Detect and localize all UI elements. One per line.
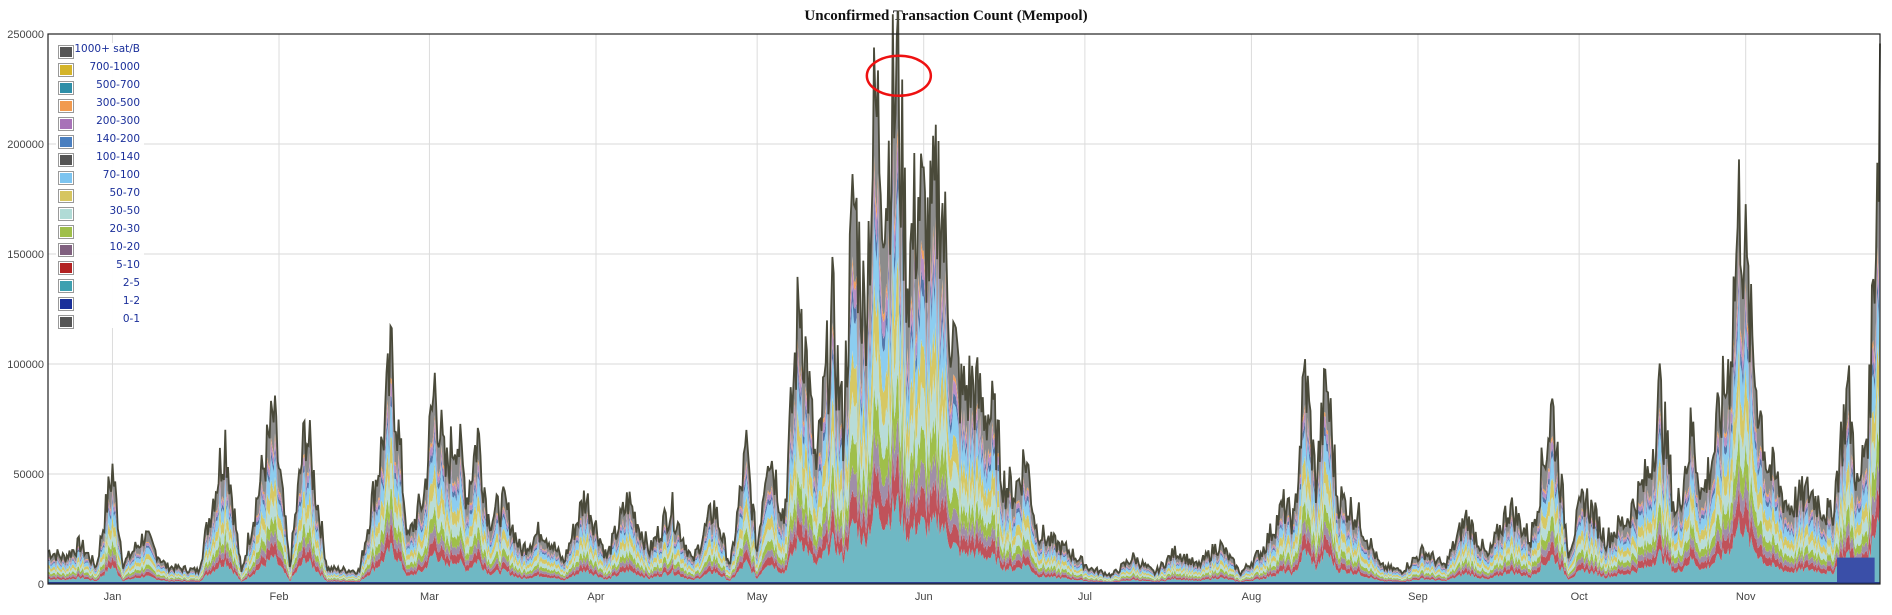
legend-item: 70-100 <box>56 169 144 187</box>
x-tick-label: Sep <box>1408 591 1428 603</box>
legend-label: 140-200 <box>96 133 140 145</box>
legend-label: 1-2 <box>122 295 140 307</box>
legend-label: 500-700 <box>96 79 140 91</box>
x-tick-label: May <box>747 591 768 603</box>
legend-swatch <box>58 315 74 329</box>
legend-swatch <box>58 117 74 131</box>
area-band-2-5 <box>48 492 1880 584</box>
line-layer <box>47 10 1881 584</box>
x-tick-label: Mar <box>420 591 439 603</box>
legend-item: 2-5 <box>56 277 144 295</box>
legend-label: 200-300 <box>96 115 140 127</box>
legend-item: 140-200 <box>56 133 144 151</box>
y-tick-label: 250000 <box>7 29 44 41</box>
x-tick-label: Apr <box>587 591 604 603</box>
legend-label: 100-140 <box>96 151 140 163</box>
legend-label: 1000+ sat/B <box>74 43 140 55</box>
legend-swatch <box>58 279 74 293</box>
legend-item: 0-1 <box>56 313 144 331</box>
y-tick-label: 0 <box>38 579 44 591</box>
legend: 1000+ sat/B 700-1000 500-700 300-500 200-300… <box>56 43 144 331</box>
legend-swatch <box>58 225 74 239</box>
y-tick-label: 200000 <box>7 139 44 151</box>
legend-label: 5-10 <box>116 259 140 271</box>
legend-item: 30-50 <box>56 205 144 223</box>
legend-swatch <box>58 261 74 275</box>
legend-label: 2-5 <box>122 277 140 289</box>
legend-swatch <box>58 81 74 95</box>
legend-label: 70-100 <box>102 169 140 181</box>
legend-item: 1-2 <box>56 295 144 313</box>
legend-swatch <box>58 171 74 185</box>
y-tick-label: 150000 <box>7 249 44 261</box>
area-layer <box>48 10 1880 584</box>
legend-swatch <box>58 153 74 167</box>
legend-swatch <box>58 243 74 257</box>
legend-item: 50-70 <box>56 187 144 205</box>
legend-swatch <box>58 297 74 311</box>
legend-item: 100-140 <box>56 151 144 169</box>
x-tick-label: Aug <box>1242 591 1262 603</box>
x-tick-label: Nov <box>1736 591 1756 603</box>
legend-swatch <box>58 207 74 221</box>
annotation-circle <box>865 54 933 98</box>
legend-item: 700-1000 <box>56 61 144 79</box>
legend-item: 500-700 <box>56 79 144 97</box>
legend-label: 300-500 <box>96 97 140 109</box>
x-tick-label: Feb <box>270 591 289 603</box>
annotation-layer <box>865 54 933 98</box>
y-tick-label: 50000 <box>13 469 44 481</box>
x-tick-label: Jun <box>915 591 933 603</box>
legend-label: 0-1 <box>122 313 140 325</box>
legend-label: 30-50 <box>109 205 140 217</box>
legend-item: 1000+ sat/B <box>56 43 144 61</box>
legend-item: 5-10 <box>56 259 144 277</box>
x-tick-label: Oct <box>1571 591 1588 603</box>
legend-item: 20-30 <box>56 223 144 241</box>
axis-layer: 0 50000 100000 150000 200000 250000 Jan Feb Mar A… <box>7 29 1881 603</box>
legend-label: 700-1000 <box>89 61 140 73</box>
legend-item: 10-20 <box>56 241 144 259</box>
chart-title: Unconfirmed Transaction Count (Mempool) <box>804 8 1088 24</box>
area-band-1-2 <box>1837 557 1875 584</box>
plot-frame <box>47 33 1881 585</box>
legend-swatch <box>58 99 74 113</box>
x-tick-label: Jan <box>104 591 122 603</box>
legend-swatch <box>58 45 74 59</box>
legend-swatch <box>58 135 74 149</box>
x-tick-label: Jul <box>1078 591 1092 603</box>
legend-label: 50-70 <box>109 187 140 199</box>
legend-swatch <box>58 189 74 203</box>
legend-label: 10-20 <box>109 241 140 253</box>
total-series-line <box>47 10 1881 579</box>
legend-swatch <box>58 63 74 77</box>
legend-label: 20-30 <box>109 223 140 235</box>
legend-item: 300-500 <box>56 97 144 115</box>
legend-item: 200-300 <box>56 115 144 133</box>
y-tick-label: 100000 <box>7 359 44 371</box>
